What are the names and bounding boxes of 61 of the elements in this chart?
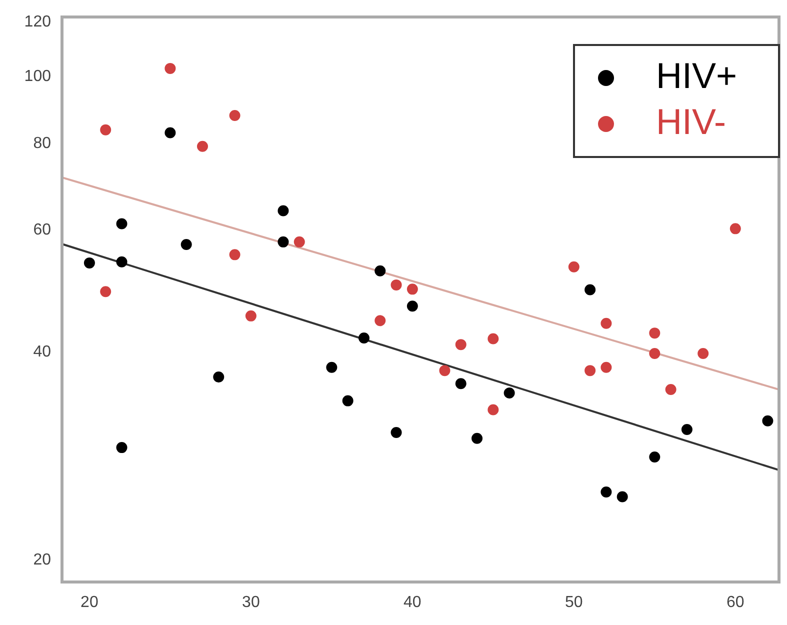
point — [584, 284, 596, 296]
y-tick-label: 20 — [33, 552, 52, 569]
point — [600, 362, 612, 373]
point — [374, 315, 386, 326]
point — [196, 140, 208, 152]
point — [213, 372, 224, 383]
point — [600, 486, 612, 498]
point — [164, 62, 176, 74]
x-tick-label: 60 — [726, 594, 744, 612]
x-tick-label: 30 — [242, 594, 260, 612]
point — [116, 442, 128, 454]
point — [374, 265, 386, 276]
x-tick-label: 50 — [565, 594, 583, 612]
legend-label: HIV+ — [656, 54, 738, 96]
point — [504, 387, 515, 398]
point — [100, 286, 112, 298]
y-tick-label: 120 — [24, 13, 52, 30]
y-tick-label: 60 — [33, 222, 52, 239]
point — [180, 239, 192, 250]
point — [245, 310, 256, 322]
point — [762, 415, 774, 426]
point — [100, 124, 112, 136]
point — [406, 300, 418, 312]
y-tick-label: 100 — [24, 68, 52, 86]
point — [116, 218, 128, 230]
point — [488, 404, 499, 416]
x-tick-label: 20 — [80, 594, 98, 612]
point — [488, 333, 499, 344]
point — [455, 378, 466, 390]
point — [278, 205, 289, 216]
point — [455, 339, 466, 350]
point — [326, 362, 338, 373]
point — [584, 365, 596, 376]
point — [665, 384, 676, 396]
point — [600, 318, 612, 329]
point — [616, 491, 628, 502]
x-tick-label: 40 — [404, 594, 422, 612]
point — [390, 279, 402, 290]
y-tick-label: 40 — [33, 343, 52, 360]
y-tick-label: 80 — [33, 135, 52, 152]
point — [730, 223, 741, 234]
point — [649, 348, 660, 359]
point — [342, 395, 354, 406]
point — [116, 256, 128, 268]
point — [472, 432, 483, 444]
point — [229, 110, 240, 121]
point — [568, 261, 580, 272]
point — [439, 365, 450, 376]
point — [698, 348, 709, 359]
point — [649, 451, 660, 462]
point — [278, 236, 289, 248]
point — [229, 249, 240, 260]
point — [649, 328, 660, 339]
legend-label: HIV- — [656, 100, 726, 142]
point — [681, 424, 692, 436]
point — [358, 332, 370, 344]
point — [164, 127, 176, 138]
point — [390, 426, 402, 438]
point — [84, 257, 95, 268]
point — [406, 284, 418, 295]
point — [294, 236, 305, 248]
